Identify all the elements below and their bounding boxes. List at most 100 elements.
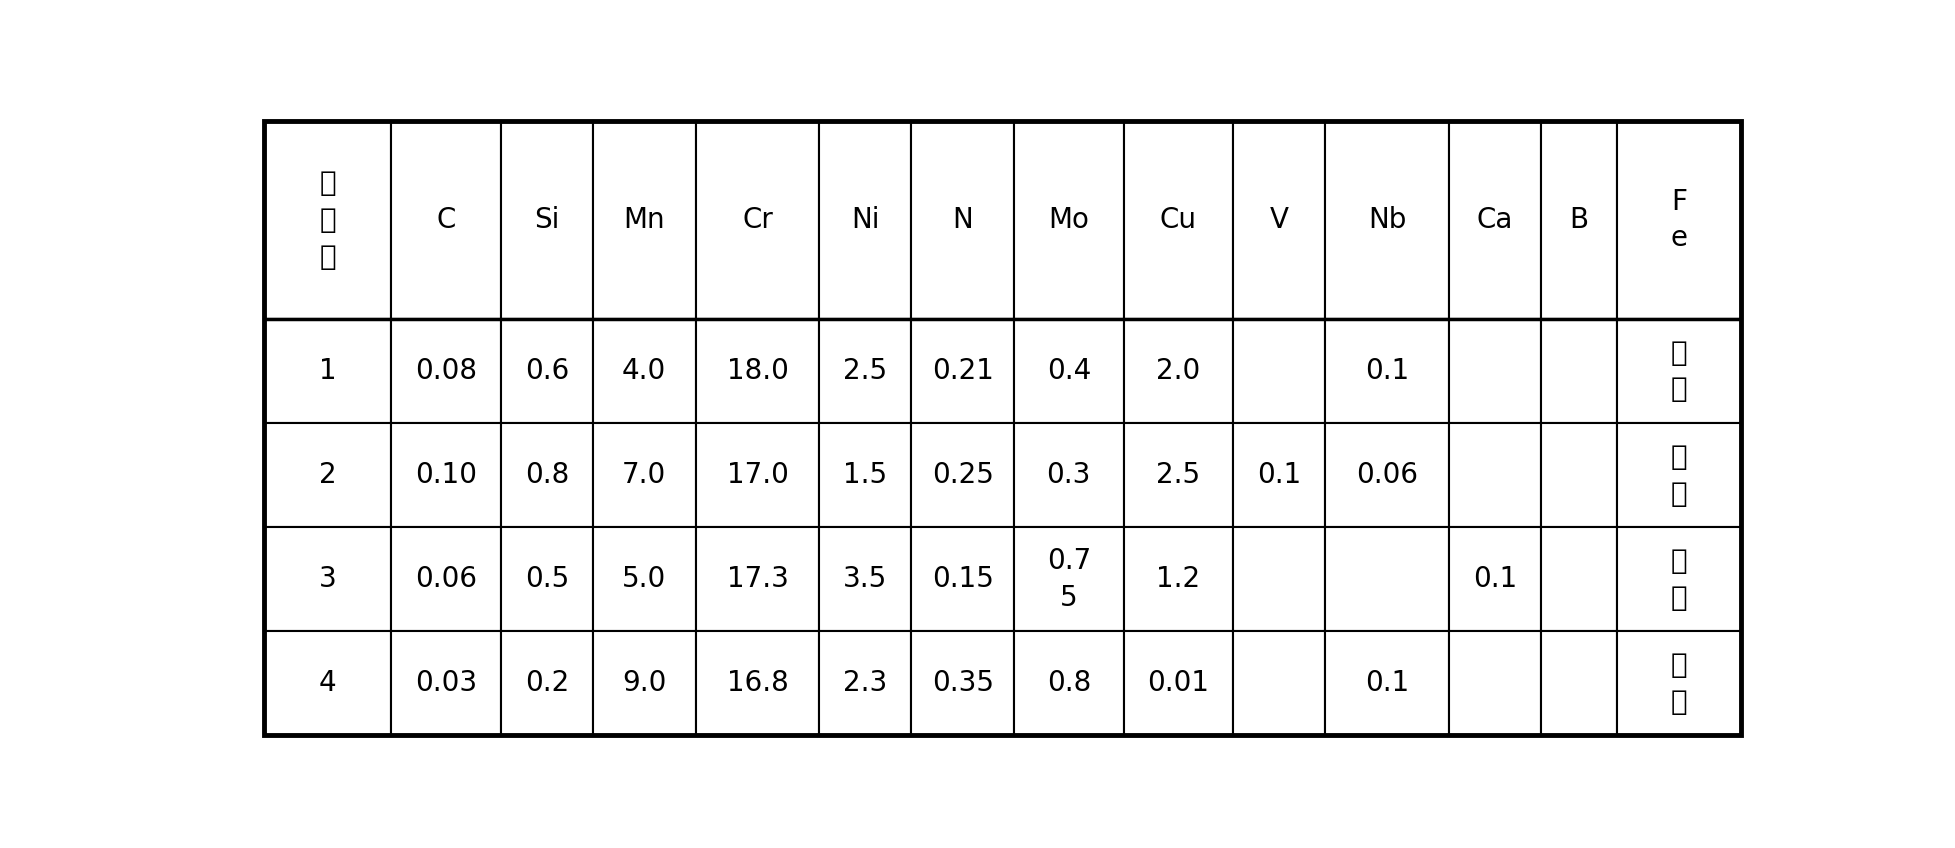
Bar (1013, 527, 1122, 631)
Bar (1541, 121, 1617, 319)
Text: 3.5: 3.5 (843, 566, 888, 594)
Text: 0.7
5: 0.7 5 (1046, 547, 1091, 611)
Text: 4.0: 4.0 (622, 357, 667, 385)
Bar (1617, 631, 1740, 735)
Bar (1325, 423, 1449, 527)
Bar (391, 631, 500, 735)
Text: 1: 1 (319, 357, 336, 385)
Bar (1449, 631, 1541, 735)
Text: 4: 4 (319, 669, 336, 697)
Bar (1234, 631, 1325, 735)
Bar (500, 631, 592, 735)
Bar (911, 631, 1013, 735)
Text: 3: 3 (319, 566, 336, 594)
Bar (1122, 423, 1234, 527)
Text: 实
施
例: 实 施 例 (319, 169, 336, 271)
Bar (391, 423, 500, 527)
Text: 0.10: 0.10 (414, 461, 477, 489)
Text: 0.06: 0.06 (1355, 461, 1417, 489)
Text: 0.15: 0.15 (931, 566, 993, 594)
Bar (696, 121, 819, 319)
Text: F
e: F e (1670, 187, 1687, 253)
Text: 0.1: 0.1 (1365, 357, 1410, 385)
Text: 0.6: 0.6 (524, 357, 569, 385)
Text: 1.5: 1.5 (843, 461, 888, 489)
Text: Ni: Ni (850, 206, 880, 234)
Text: 余
量: 余 量 (1670, 443, 1687, 507)
Text: Ca: Ca (1476, 206, 1513, 234)
Text: 2.5: 2.5 (843, 357, 888, 385)
Bar (500, 121, 592, 319)
Bar (696, 423, 819, 527)
Bar (1325, 319, 1449, 423)
Bar (911, 121, 1013, 319)
Text: 2.5: 2.5 (1155, 461, 1200, 489)
Text: 9.0: 9.0 (622, 669, 667, 697)
Bar (911, 527, 1013, 631)
Text: N: N (952, 206, 972, 234)
Text: 0.03: 0.03 (414, 669, 477, 697)
Bar (1122, 527, 1234, 631)
Text: 0.2: 0.2 (524, 669, 569, 697)
Bar (819, 631, 911, 735)
Bar (391, 121, 500, 319)
Text: 0.21: 0.21 (931, 357, 993, 385)
Text: Cr: Cr (741, 206, 772, 234)
Bar (1449, 527, 1541, 631)
Bar (1013, 423, 1122, 527)
Bar (391, 319, 500, 423)
Text: 0.1: 0.1 (1365, 669, 1410, 697)
Bar (1234, 121, 1325, 319)
Bar (1234, 319, 1325, 423)
Text: 0.01: 0.01 (1148, 669, 1208, 697)
Bar (592, 527, 696, 631)
Text: 余
量: 余 量 (1670, 651, 1687, 716)
Bar (911, 423, 1013, 527)
Bar (500, 423, 592, 527)
Bar (1325, 631, 1449, 735)
Bar (696, 631, 819, 735)
Bar (500, 319, 592, 423)
Bar (1449, 121, 1541, 319)
Text: 0.06: 0.06 (414, 566, 477, 594)
Text: Mo: Mo (1048, 206, 1089, 234)
Bar (1541, 319, 1617, 423)
Text: 7.0: 7.0 (622, 461, 667, 489)
Text: 16.8: 16.8 (725, 669, 788, 697)
Text: Nb: Nb (1367, 206, 1406, 234)
Bar (1449, 423, 1541, 527)
Text: Cu: Cu (1159, 206, 1196, 234)
Text: C: C (436, 206, 456, 234)
Bar (696, 319, 819, 423)
Text: 0.1: 0.1 (1472, 566, 1517, 594)
Bar (264, 631, 391, 735)
Bar (592, 631, 696, 735)
Bar (1541, 631, 1617, 735)
Bar (1325, 527, 1449, 631)
Text: 17.3: 17.3 (725, 566, 788, 594)
Bar (264, 121, 391, 319)
Text: 18.0: 18.0 (725, 357, 788, 385)
Text: Si: Si (534, 206, 559, 234)
Text: Mn: Mn (624, 206, 665, 234)
Bar (1541, 423, 1617, 527)
Bar (1617, 527, 1740, 631)
Bar (592, 121, 696, 319)
Text: 1.2: 1.2 (1155, 566, 1200, 594)
Bar (264, 527, 391, 631)
Bar (1541, 527, 1617, 631)
Text: 0.1: 0.1 (1257, 461, 1300, 489)
Bar (1013, 121, 1122, 319)
Text: 2.0: 2.0 (1155, 357, 1200, 385)
Text: 5.0: 5.0 (622, 566, 667, 594)
Bar (1013, 319, 1122, 423)
Text: 0.3: 0.3 (1046, 461, 1091, 489)
Bar (1013, 631, 1122, 735)
Bar (819, 319, 911, 423)
Bar (911, 319, 1013, 423)
Bar (1234, 423, 1325, 527)
Text: V: V (1269, 206, 1288, 234)
Bar (1122, 631, 1234, 735)
Bar (500, 527, 592, 631)
Bar (819, 423, 911, 527)
